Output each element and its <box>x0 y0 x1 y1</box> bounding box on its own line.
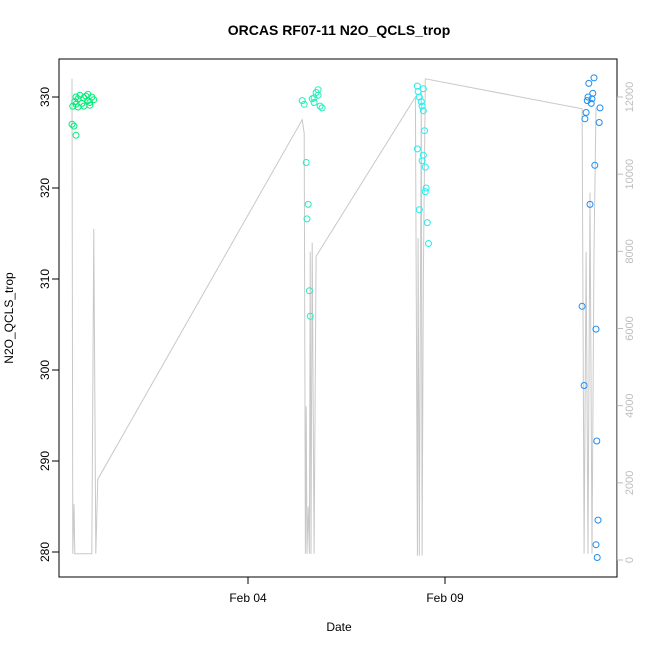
chart-title: ORCAS RF07-11 N2O_QCLS_trop <box>228 22 451 38</box>
y-tick-label: 290 <box>38 451 52 471</box>
data-point <box>298 97 306 105</box>
data-point <box>587 99 595 107</box>
points-layer <box>68 74 604 561</box>
data-point <box>418 102 426 110</box>
data-point <box>305 287 313 295</box>
data-point <box>310 94 318 102</box>
data-point <box>84 90 92 98</box>
data-point <box>419 85 427 93</box>
y2-tick-label: 4000 <box>624 393 636 417</box>
data-point <box>578 302 586 310</box>
data-point <box>586 200 594 208</box>
data-point <box>589 89 597 97</box>
axis-layer: 280 290 300 310 320 330 0 2000 4000 6000 8000 10000… <box>38 82 636 605</box>
data-point <box>86 101 94 109</box>
x-tick-label: Feb 04 <box>229 591 267 605</box>
data-point <box>303 215 311 223</box>
data-point <box>419 107 427 115</box>
y2-tick-label: 12000 <box>624 82 636 113</box>
data-point <box>423 219 431 227</box>
line-layer <box>71 78 597 556</box>
data-point <box>591 161 599 169</box>
data-point <box>316 102 324 110</box>
data-point <box>415 93 423 101</box>
data-point <box>422 184 430 192</box>
plot-box <box>58 58 618 578</box>
data-point <box>318 104 326 112</box>
data-point <box>90 96 98 104</box>
y2-tick-label: 10000 <box>624 159 636 190</box>
data-point <box>417 98 425 106</box>
data-point <box>594 516 602 524</box>
data-point <box>306 312 314 320</box>
y-tick-label: 320 <box>38 178 52 198</box>
y2-tick-label: 6000 <box>624 316 636 340</box>
data-point <box>596 104 604 112</box>
data-point <box>415 206 423 214</box>
data-point <box>72 131 80 139</box>
data-point <box>590 74 598 82</box>
y-tick-label: 310 <box>38 269 52 289</box>
y2-tick-label: 0 <box>624 557 636 563</box>
data-point <box>425 240 432 247</box>
altitude-line <box>71 78 597 556</box>
y-tick-label: 300 <box>38 360 52 380</box>
y-axis-label: N2O_QCLS_trop <box>2 272 16 364</box>
data-point <box>585 79 593 87</box>
data-point <box>304 200 312 208</box>
y2-tick-label: 8000 <box>624 239 636 263</box>
data-point <box>72 93 80 101</box>
data-point <box>595 119 603 126</box>
data-point <box>592 325 600 333</box>
data-point <box>588 95 596 103</box>
data-point <box>413 145 421 153</box>
data-point <box>300 100 308 108</box>
data-point <box>70 122 78 130</box>
data-point <box>592 541 600 549</box>
data-point <box>584 93 592 101</box>
y-tick-label: 330 <box>38 87 52 107</box>
data-point <box>419 151 427 159</box>
data-point <box>310 99 318 106</box>
data-point <box>582 109 590 116</box>
x-axis-label: Date <box>326 620 352 634</box>
y2-tick-label: 2000 <box>624 471 636 495</box>
data-point <box>581 115 589 123</box>
data-point <box>68 120 76 128</box>
data-point <box>421 127 428 135</box>
data-point <box>302 159 310 166</box>
data-point <box>593 554 601 561</box>
x-tick-label: Feb 09 <box>426 591 464 605</box>
data-point <box>580 382 588 389</box>
data-point <box>421 188 429 196</box>
data-point <box>421 163 429 171</box>
data-point <box>413 82 421 90</box>
y-tick-label: 280 <box>38 542 52 562</box>
data-point <box>593 437 601 445</box>
